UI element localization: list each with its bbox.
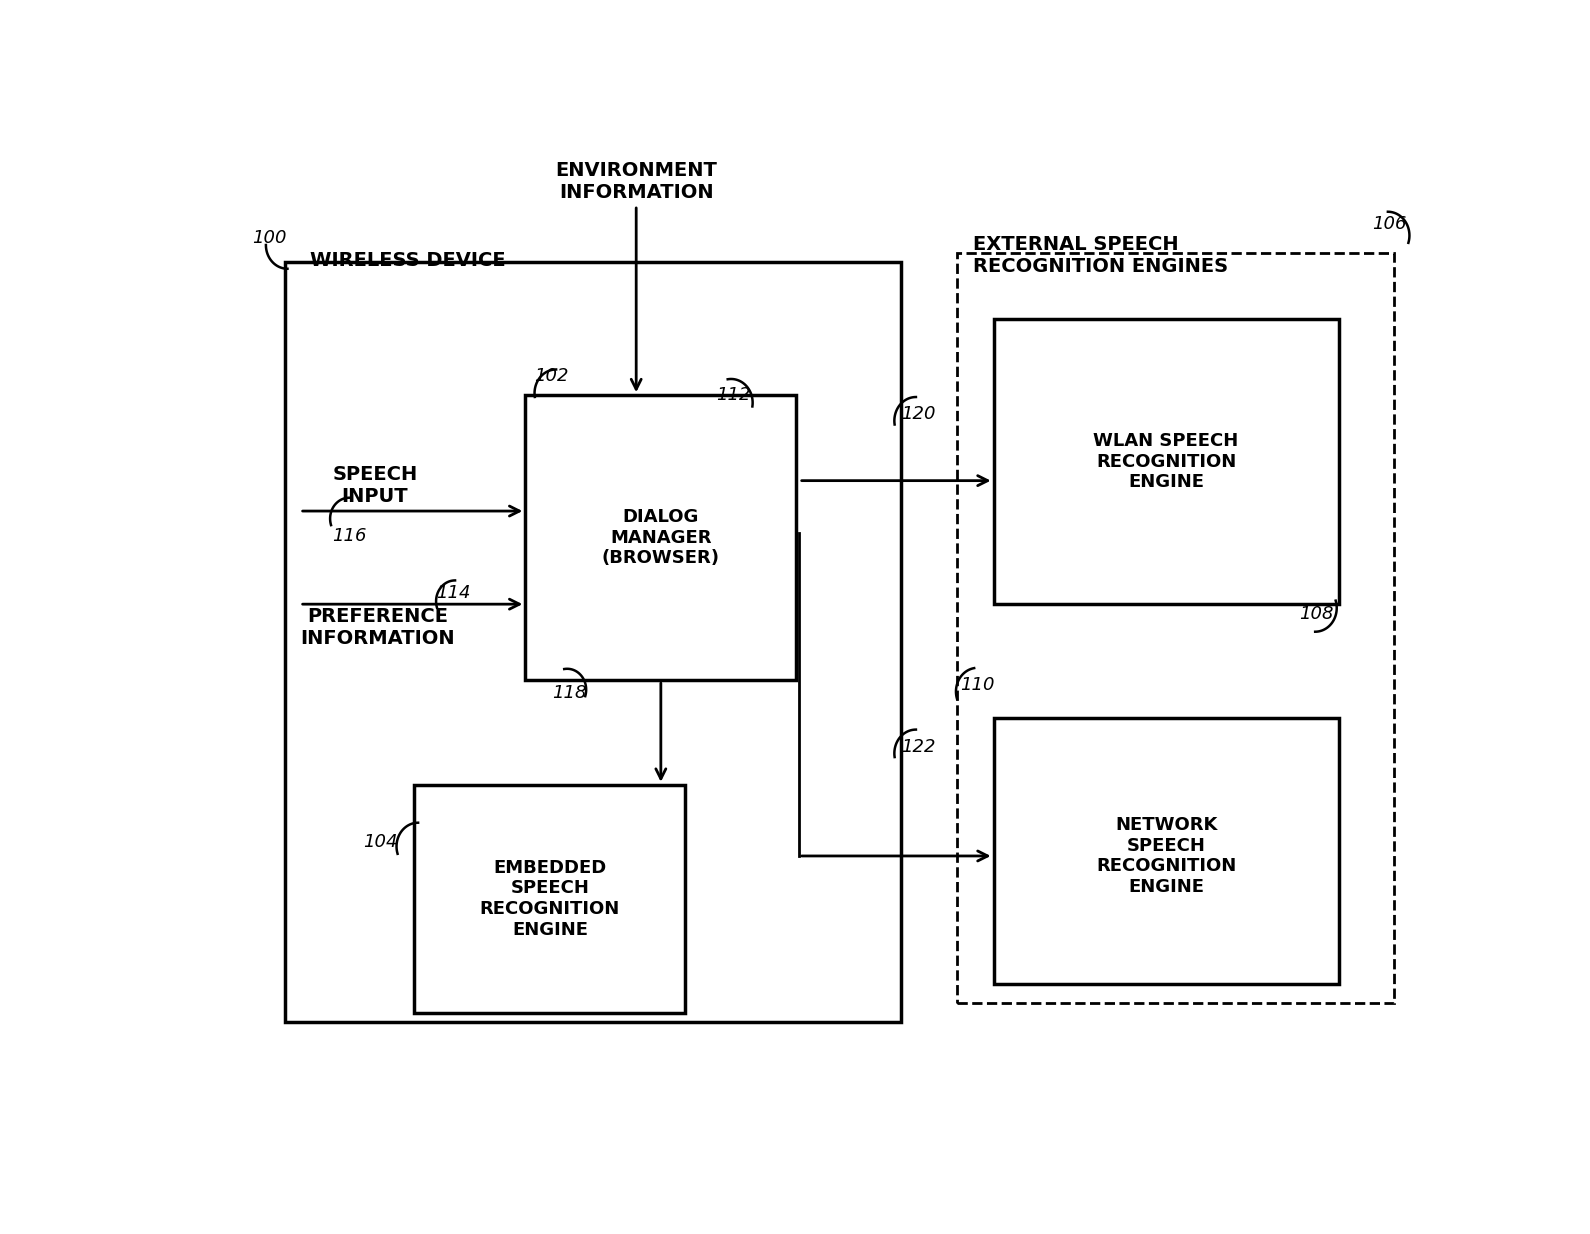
- Text: 116: 116: [332, 527, 366, 544]
- Text: 118: 118: [552, 684, 587, 702]
- Text: 120: 120: [902, 405, 935, 423]
- FancyBboxPatch shape: [525, 395, 797, 680]
- Text: ENVIRONMENT
INFORMATION: ENVIRONMENT INFORMATION: [555, 160, 717, 202]
- Text: WLAN SPEECH
RECOGNITION
ENGINE: WLAN SPEECH RECOGNITION ENGINE: [1094, 432, 1239, 491]
- Text: EMBEDDED
SPEECH
RECOGNITION
ENGINE: EMBEDDED SPEECH RECOGNITION ENGINE: [480, 859, 620, 939]
- FancyBboxPatch shape: [994, 320, 1339, 605]
- Text: 108: 108: [1299, 605, 1334, 623]
- FancyBboxPatch shape: [994, 718, 1339, 985]
- Text: WIRELESS DEVICE: WIRELESS DEVICE: [310, 251, 506, 270]
- FancyBboxPatch shape: [415, 785, 685, 1013]
- Text: 114: 114: [437, 584, 471, 602]
- Text: PREFERENCE
INFORMATION: PREFERENCE INFORMATION: [301, 607, 455, 648]
- Text: EXTERNAL SPEECH
RECOGNITION ENGINES: EXTERNAL SPEECH RECOGNITION ENGINES: [973, 236, 1227, 276]
- Text: 102: 102: [534, 368, 568, 385]
- Text: 104: 104: [363, 833, 398, 850]
- Text: DIALOG
MANAGER
(BROWSER): DIALOG MANAGER (BROWSER): [603, 508, 720, 568]
- Text: 122: 122: [902, 738, 935, 755]
- FancyBboxPatch shape: [285, 262, 902, 1022]
- FancyBboxPatch shape: [957, 253, 1394, 1003]
- Text: 112: 112: [716, 386, 750, 404]
- Text: 100: 100: [251, 230, 286, 247]
- Text: 106: 106: [1372, 215, 1406, 233]
- Text: NETWORK
SPEECH
RECOGNITION
ENGINE: NETWORK SPEECH RECOGNITION ENGINE: [1096, 816, 1235, 896]
- Text: 110: 110: [960, 676, 995, 694]
- Text: SPEECH
INPUT: SPEECH INPUT: [332, 465, 418, 506]
